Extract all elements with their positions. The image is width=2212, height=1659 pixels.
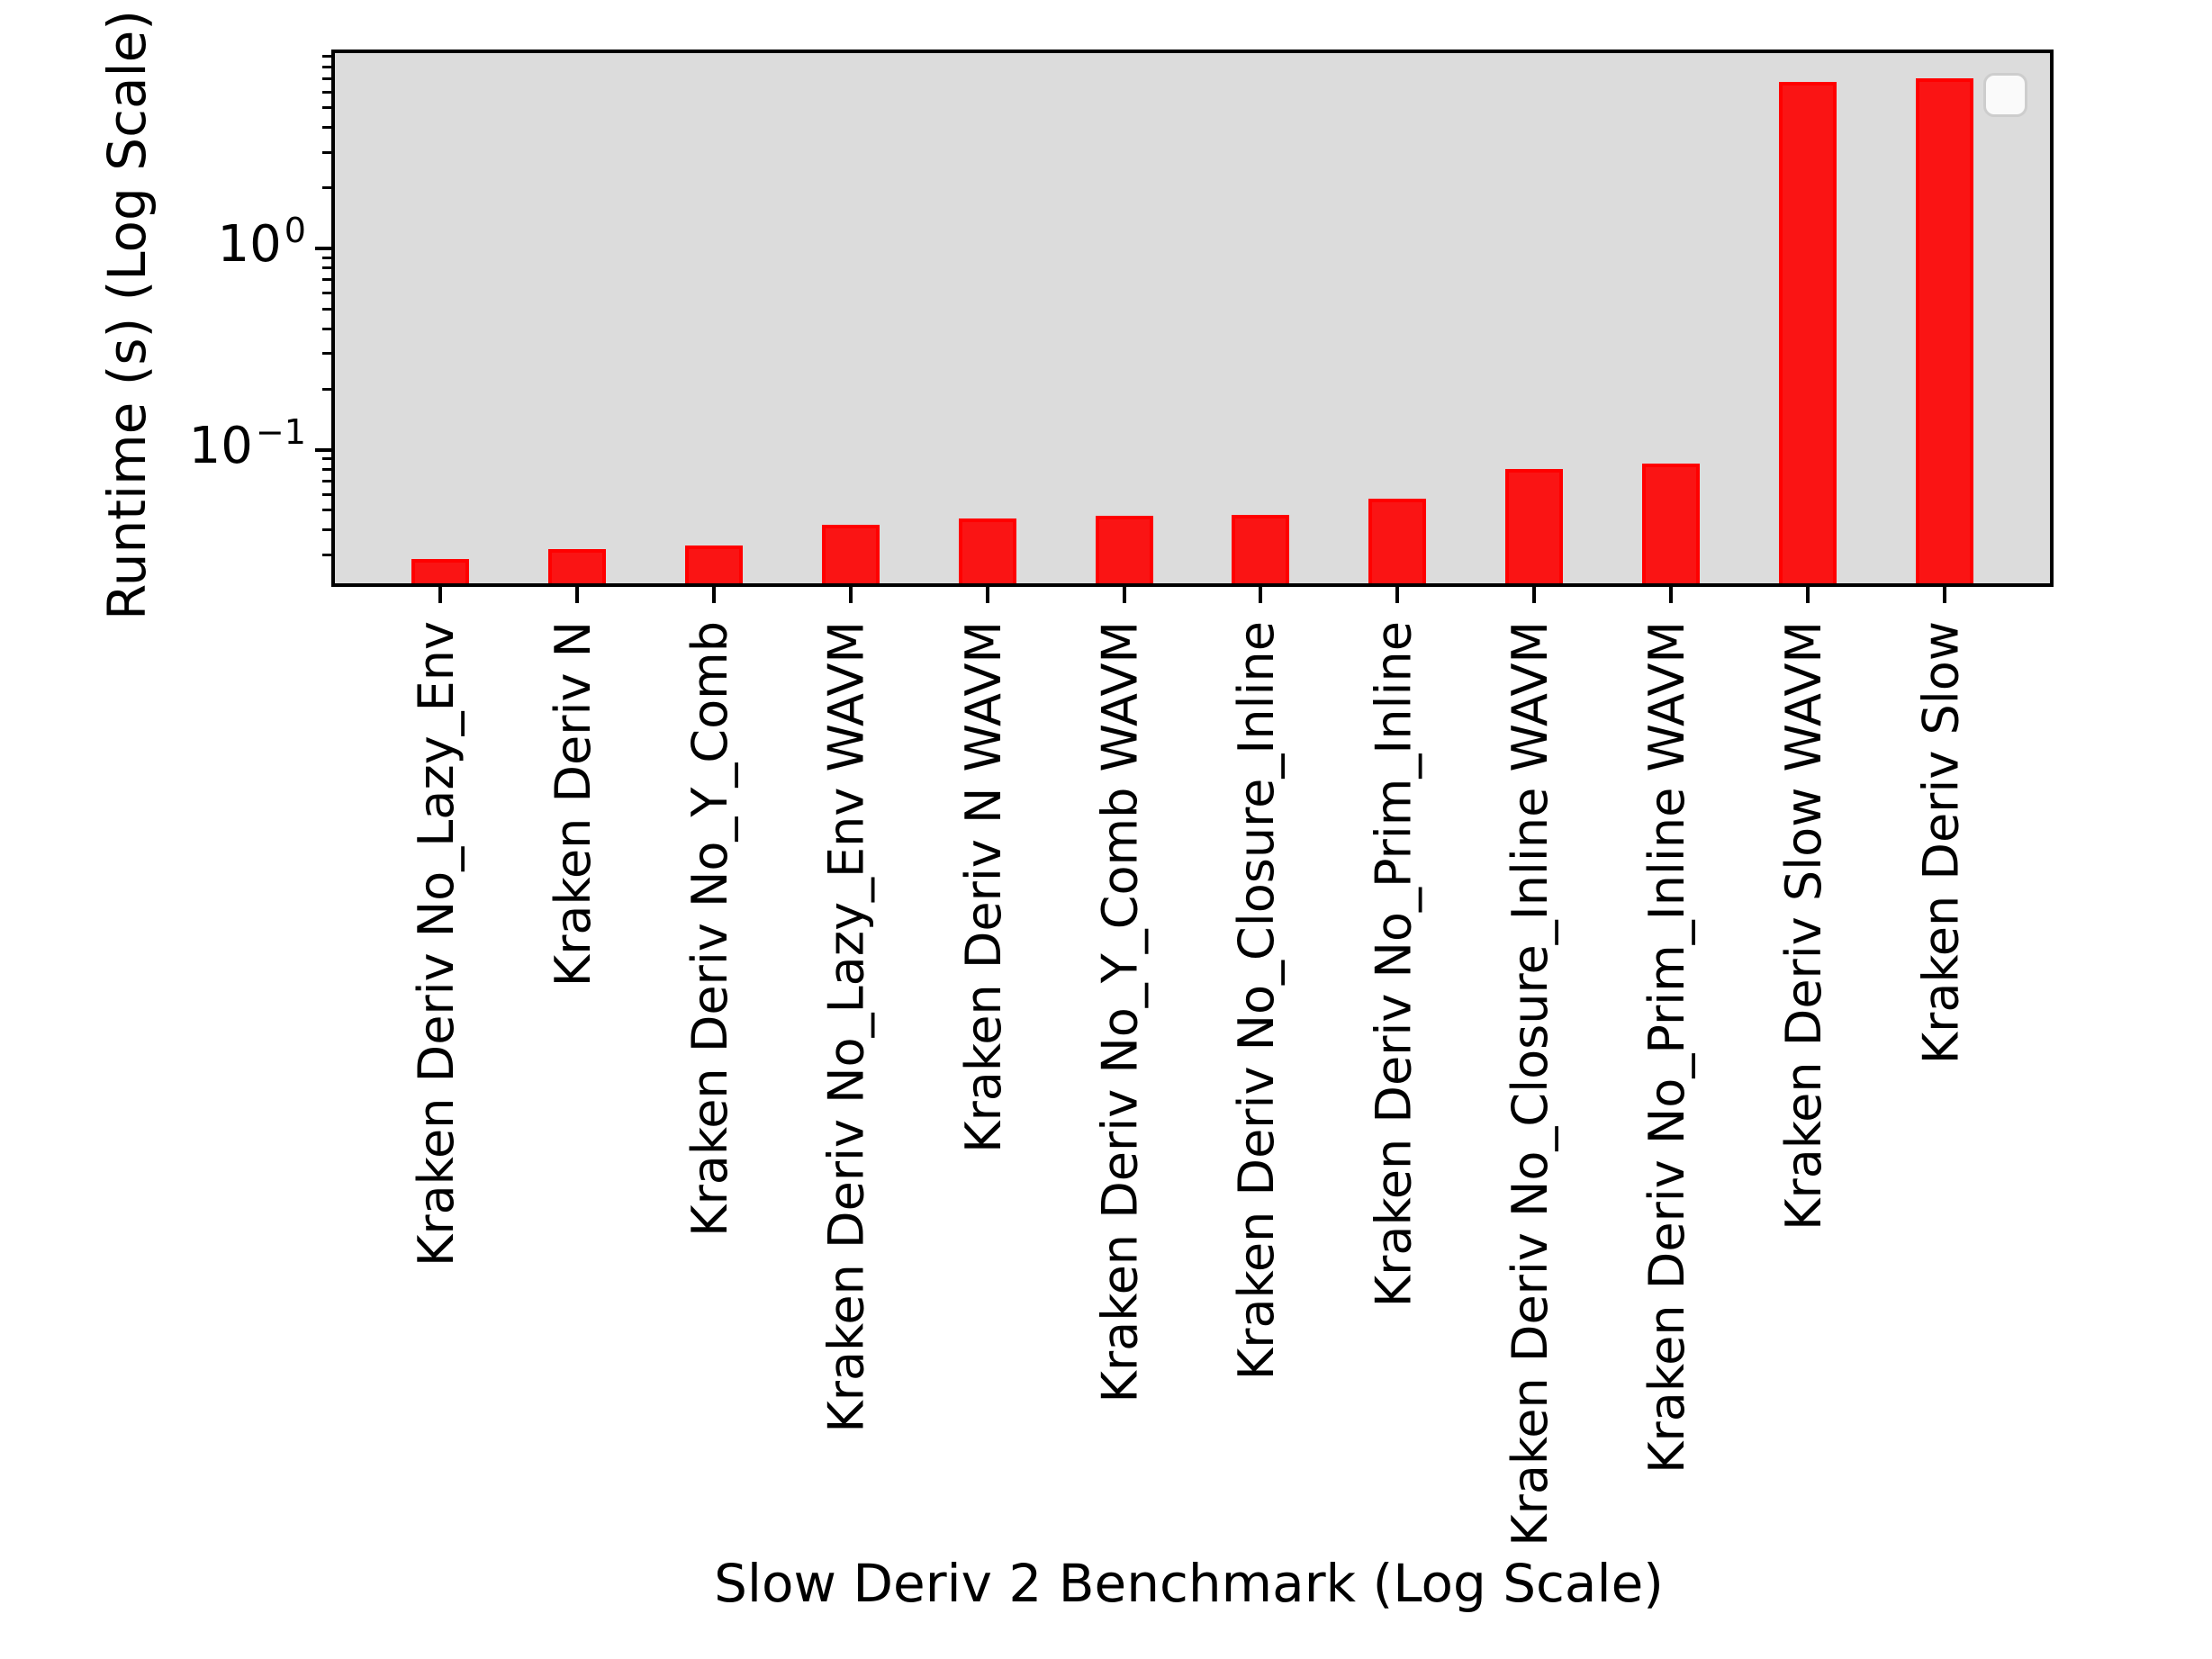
x-tick-label-1: Kraken Deriv No_Lazy_Env: [408, 621, 465, 1267]
y-minor-tick: [322, 492, 333, 496]
y-minor-tick: [322, 292, 333, 295]
y-minor-tick: [322, 256, 333, 259]
x-tick: [1259, 587, 1263, 603]
legend-box: [1983, 73, 2027, 117]
x-tick: [985, 587, 989, 603]
bar-12: [1916, 77, 1973, 583]
x-tick-label-3: Kraken Deriv No_Y_Comb: [681, 621, 738, 1237]
x-tick: [1395, 587, 1400, 603]
bar-10: [1642, 464, 1701, 583]
y-minor-tick: [322, 77, 333, 80]
bar-6: [1095, 516, 1153, 583]
x-tick-label-4: Kraken Deriv No_Lazy_Env WAVM: [817, 621, 875, 1433]
y-tick-label-exponent: 0: [284, 211, 306, 251]
y-tick-label-exponent: −1: [255, 411, 306, 452]
x-tick: [1532, 587, 1537, 603]
x-tick-label-11: Kraken Deriv Slow WAVM: [1775, 621, 1833, 1231]
x-tick-label-6: Kraken Deriv No_Y_Comb WAVM: [1091, 621, 1149, 1403]
y-minor-tick: [322, 186, 333, 190]
x-tick: [1943, 587, 1946, 603]
plot-area: [315, 50, 2054, 603]
bar-3: [684, 545, 743, 583]
x-tick: [848, 587, 853, 603]
y-tick-label-base: 10: [217, 215, 282, 275]
y-minor-tick: [322, 307, 333, 311]
y-minor-tick: [322, 528, 333, 532]
bar-5: [958, 518, 1016, 583]
y-axis-label: Runtime (s) (Log Scale): [96, 10, 158, 620]
bar-4: [821, 525, 880, 583]
x-tick: [711, 587, 716, 603]
y-minor-tick: [322, 55, 333, 59]
y-minor-tick: [322, 125, 333, 129]
x-tick: [1669, 587, 1674, 603]
bar-9: [1505, 469, 1564, 583]
y-minor-tick: [322, 352, 333, 356]
bar-8: [1368, 499, 1427, 583]
y-tick-label-0: 100: [54, 211, 307, 280]
y-minor-tick: [322, 387, 333, 391]
bar-7: [1232, 515, 1290, 583]
y-minor-tick: [322, 278, 333, 282]
y-minor-tick: [322, 467, 333, 471]
y-minor-tick: [322, 327, 333, 330]
y-minor-tick: [322, 479, 333, 482]
y-minor-tick: [322, 509, 333, 512]
y-minor-tick: [322, 150, 333, 154]
y-major-tick: [315, 447, 333, 452]
y-minor-tick: [322, 457, 333, 461]
x-tick: [574, 587, 579, 603]
y-minor-tick: [322, 90, 333, 94]
x-axis-title: Slow Deriv 2 Benchmark (Log Scale): [714, 1553, 1664, 1614]
y-minor-tick: [322, 106, 333, 110]
x-tick: [1122, 587, 1126, 603]
x-tick: [1806, 587, 1810, 603]
y-major-tick: [315, 247, 333, 251]
y-tick-label-base: 10: [188, 416, 253, 475]
bar-11: [1779, 82, 1837, 583]
bar-2: [547, 549, 606, 583]
y-tick-label-1: 10−1: [54, 412, 306, 482]
x-tick-label-5: Kraken Deriv N WAVM: [954, 621, 1012, 1153]
x-tick-label-7: Kraken Deriv No_Closure_Inline: [1228, 621, 1286, 1381]
x-tick-label-8: Kraken Deriv No_Prim_Inline: [1365, 621, 1422, 1308]
x-tick-label-9: Kraken Deriv No_Closure_Inline WAVM: [1502, 621, 1559, 1546]
bar-1: [411, 559, 469, 583]
y-minor-tick: [322, 65, 333, 68]
y-minor-tick: [322, 554, 333, 557]
x-tick-label-2: Kraken Deriv N: [544, 621, 601, 987]
x-tick-label-10: Kraken Deriv No_Prim_Inline WAVM: [1639, 621, 1696, 1474]
x-tick-label-12: Kraken Deriv Slow: [1912, 621, 1969, 1065]
x-tick: [438, 587, 442, 603]
y-minor-tick: [322, 266, 333, 270]
